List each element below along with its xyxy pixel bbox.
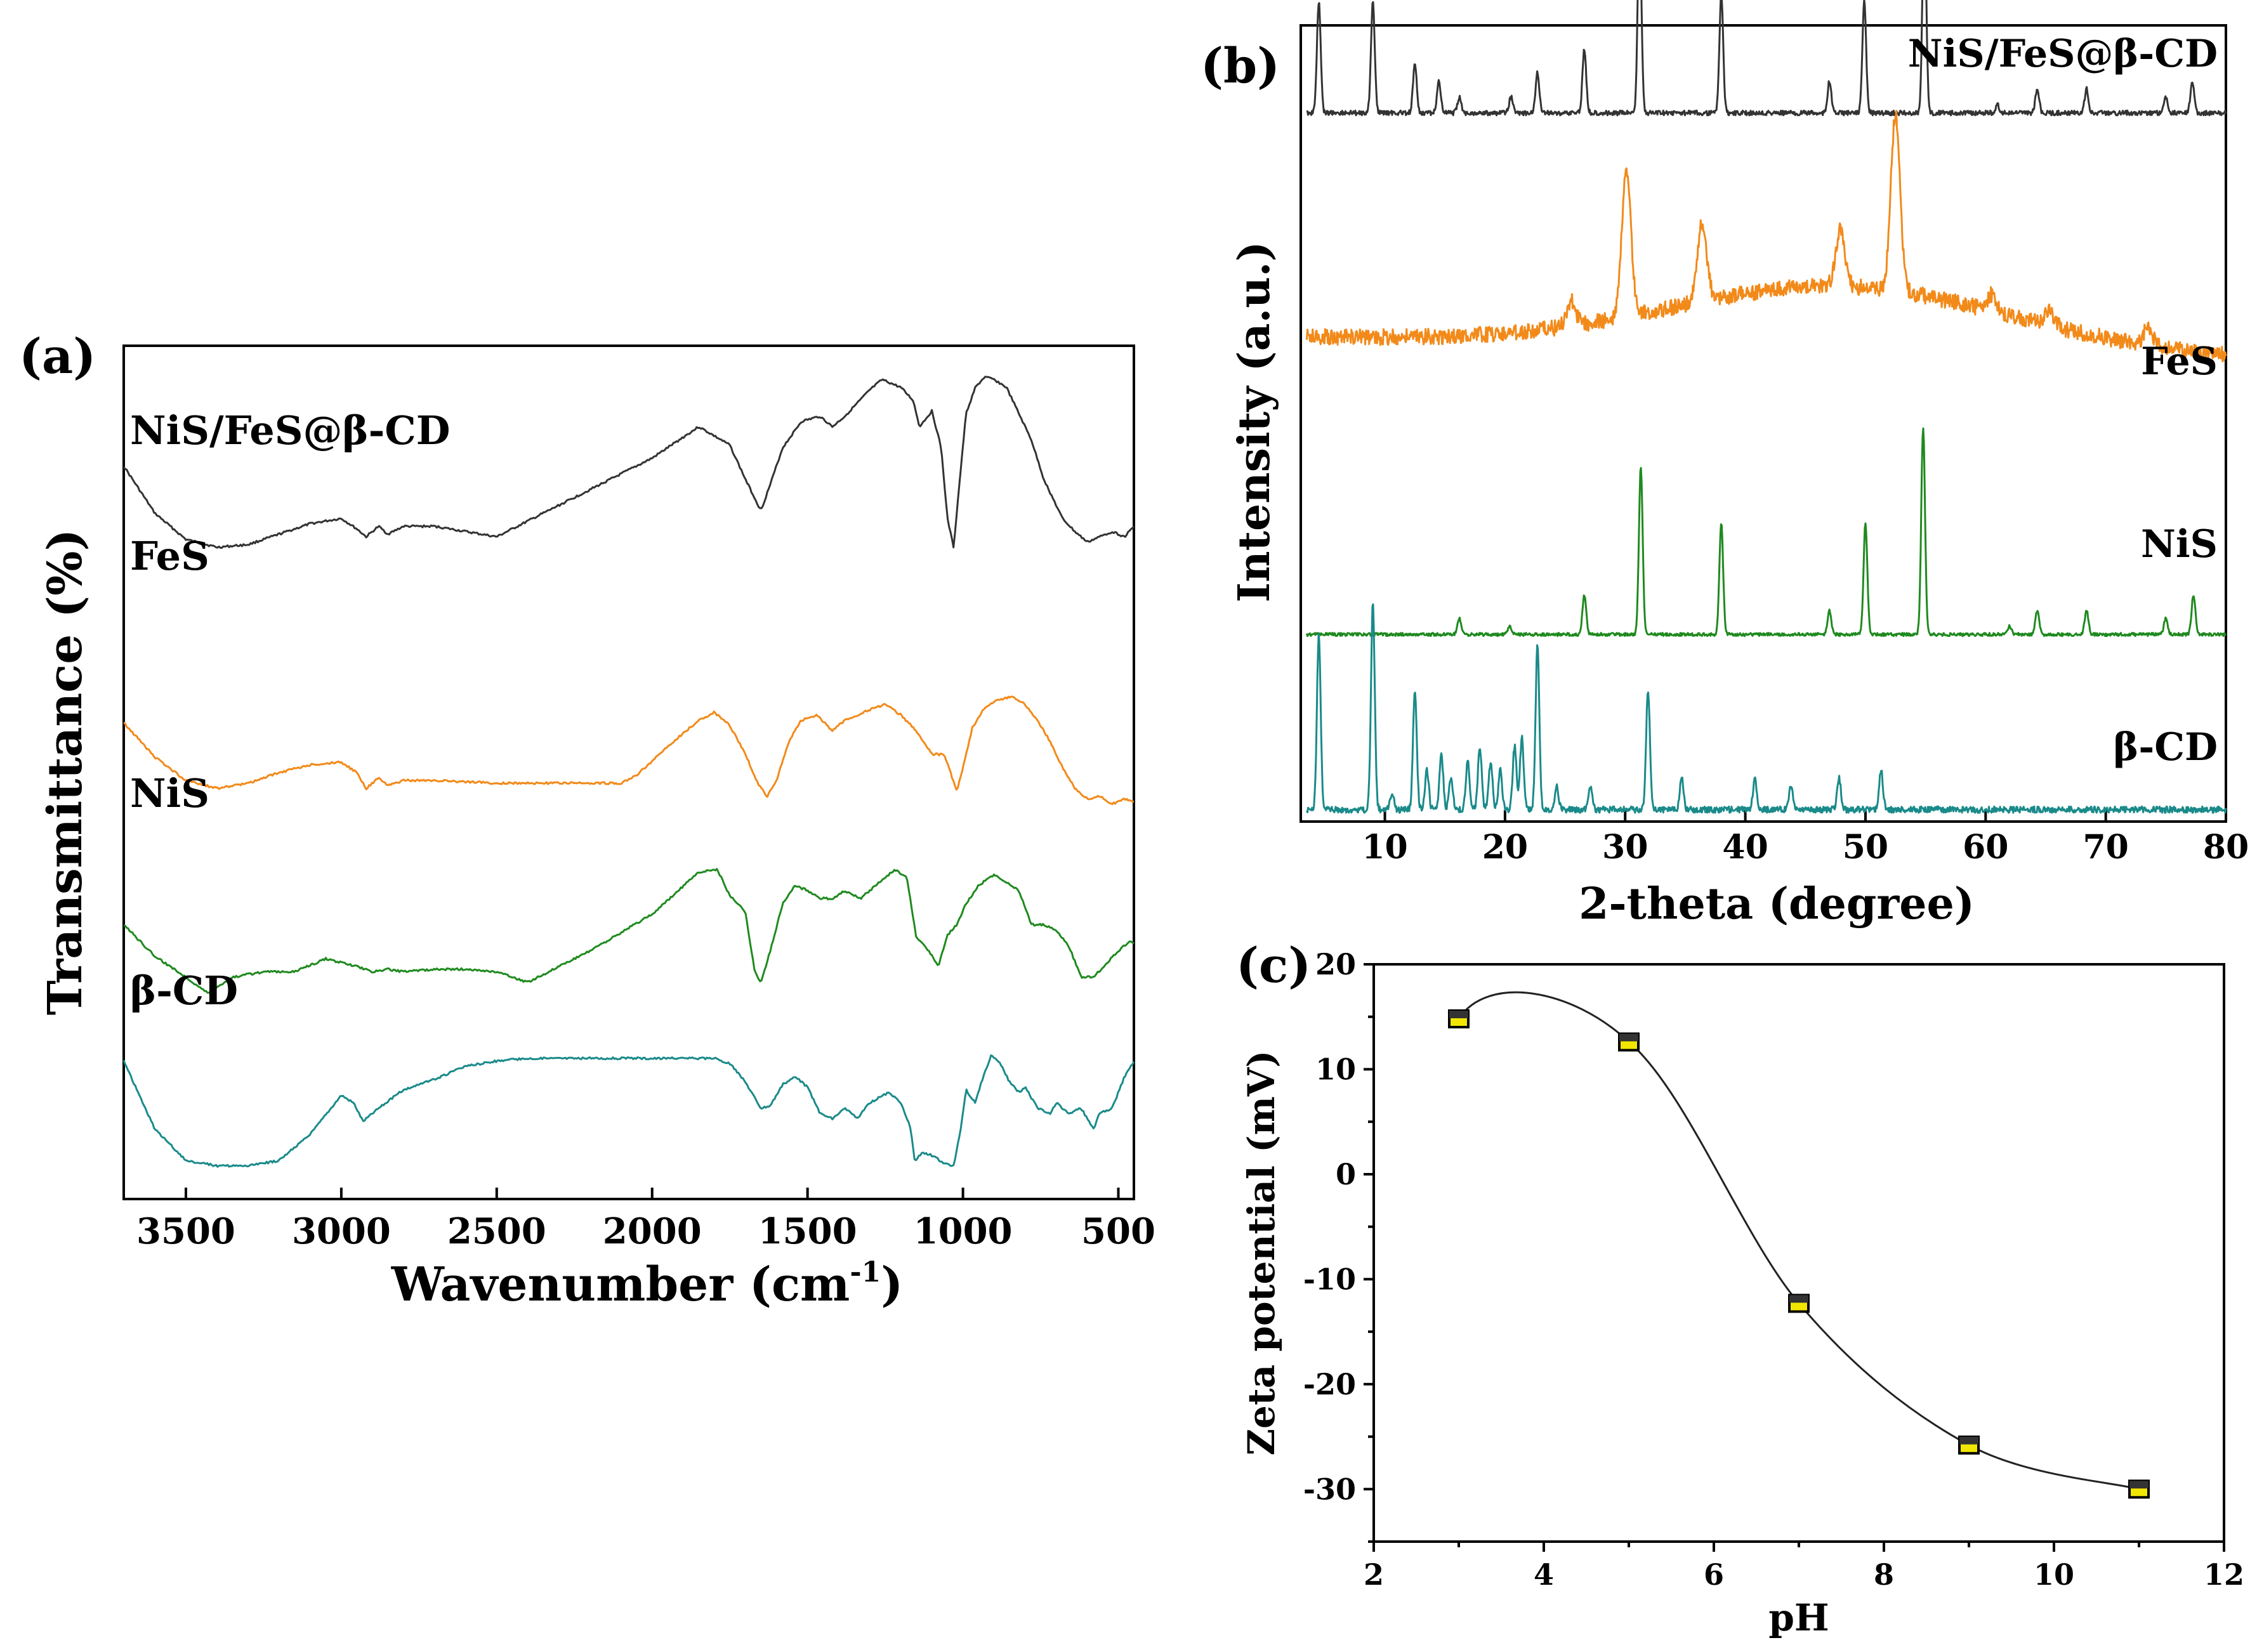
c-data-point [1788,1294,1810,1313]
c-fit-line [1458,991,2140,1490]
b-series-label-fes: FeS [2141,339,2218,384]
c-data-point [2128,1479,2150,1499]
panel-a-series-labels: NiS/FeS@β-CD FeS NiS β-CD [130,407,451,1014]
c-xtick-label: 8 [1874,1557,1894,1592]
panel-a-frame [122,344,1135,1200]
a-xtick-label: 500 [1081,1210,1155,1252]
c-xtick-label: 6 [1704,1557,1724,1592]
panel-c-label: (c) [1236,937,1311,993]
a-series-label-fes: FeS [130,533,209,579]
panel-c-ticks: 2 4 6 8 10 12 20 10 0 -10 -20 -30 [1303,947,2244,1592]
a-series-fes [123,695,1135,806]
a-xtick-label: 1500 [758,1210,857,1252]
c-data-point [1618,1032,1640,1052]
a-xtick-label: 2500 [447,1210,546,1252]
a-series-beta-cd [122,1054,1135,1168]
b-series-label-nis-fes-beta-cd: NiS/FeS@β-CD [1908,32,2218,76]
panel-b-series-labels: NiS/FeS@β-CD FeS NiS β-CD [1908,32,2218,770]
c-ytick-label: -20 [1303,1367,1356,1401]
b-series-nis-fes-beta-cd [1306,0,2227,117]
c-xtick-label: 2 [1364,1557,1384,1592]
c-ytick-label: 0 [1336,1157,1356,1191]
panel-a: (a) 3500 3000 2500 2000 1500 1000 500 NiS/FeS@… [19,328,1155,1312]
c-ytick-label: -10 [1303,1262,1356,1296]
b-series-fes [1306,110,2227,362]
panel-c: (c) 2 4 6 8 10 12 20 10 0 -10 -20 -30 pH Zeta poten… [1236,937,2244,1639]
b-series-label-nis: NiS [2141,522,2218,567]
c-ytick-label: -30 [1303,1472,1356,1506]
b-xtick-label: 40 [1722,828,1768,867]
b-xtick-label: 70 [2083,828,2128,867]
panel-b-frame [1300,24,2227,823]
panel-b: (b) 10 20 30 40 50 60 70 80 NiS/FeS@β-CD FeS NiS β… [1201,0,2249,929]
c-data-point [1448,1009,1470,1029]
b-xtick-label: 60 [1963,828,2008,867]
b-series-beta-cd [1306,603,2227,814]
a-xtick-label: 1000 [914,1210,1013,1252]
b-xtick-label: 30 [1602,828,1648,867]
panel-a-xticks: 3500 3000 2500 2000 1500 1000 500 [136,1188,1155,1252]
a-xtick-label: 3000 [292,1210,391,1252]
a-xtick-label: 3500 [136,1210,235,1252]
a-series-nis [123,868,1135,994]
panel-a-curves [122,376,1135,1168]
b-series-nis [1306,427,2227,638]
a-series-label-beta-cd: β-CD [130,967,238,1014]
b-xtick-label: 10 [1362,828,1407,867]
panel-c-ylabel: Zeta potential (mV) [1240,1051,1283,1456]
panel-b-xticks: 10 20 30 40 50 60 70 80 [1362,810,2249,867]
panel-b-ylabel: Intensity (a.u.) [1229,241,1280,602]
panel-c-xlabel: pH [1768,1596,1829,1639]
panel-c-curve [1458,991,2140,1490]
a-series-label-nis: NiS [130,770,209,816]
c-ytick-label: 10 [1315,1052,1356,1086]
a-series-label-nis-fes-beta-cd: NiS/FeS@β-CD [130,407,451,454]
panel-a-xlabel: Wavenumber (cm-1) [391,1256,903,1312]
a-series-nis-fes-beta-cd [122,376,1135,549]
c-data-point [1958,1435,1980,1455]
c-xtick-label: 4 [1534,1557,1554,1592]
b-xtick-label: 20 [1482,828,1528,867]
panel-c-frame [1372,963,2225,1543]
panel-a-label: (a) [19,328,96,384]
panel-a-ylabel: Transmittance (%) [38,529,93,1016]
panel-b-xlabel: 2-theta (degree) [1579,879,1975,929]
panel-b-curves [1306,0,2227,814]
panel-c-points [1448,1009,2150,1499]
b-xtick-label: 50 [1843,828,1888,867]
c-xtick-label: 12 [2204,1557,2244,1592]
c-ytick-label: 20 [1315,947,1356,981]
b-xtick-label: 80 [2203,828,2249,867]
a-xtick-label: 2000 [603,1210,702,1252]
b-series-label-beta-cd: β-CD [2113,725,2218,770]
c-xtick-label: 10 [2034,1557,2074,1592]
panel-b-label: (b) [1201,37,1280,94]
